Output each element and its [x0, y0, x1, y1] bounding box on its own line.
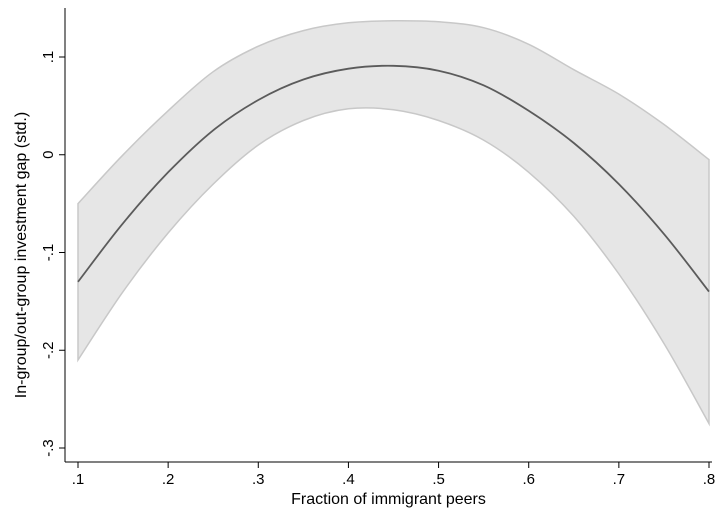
x-tick-label: .1 — [72, 471, 85, 488]
x-tick-label: .5 — [432, 471, 445, 488]
y-axis-title: In-group/out-group investment gap (std.) — [13, 112, 30, 398]
y-tick-label: -.3 — [40, 439, 57, 457]
y-tick-label: -.1 — [40, 244, 57, 262]
y-tick-label: -.2 — [40, 341, 57, 359]
x-axis-title: Fraction of immigrant peers — [291, 491, 486, 508]
y-tick-label: .1 — [40, 51, 57, 64]
x-tick-label: .8 — [703, 471, 716, 488]
x-tick-label: .2 — [162, 471, 175, 488]
x-tick-label: .3 — [252, 471, 265, 488]
plot-area — [77, 20, 710, 427]
estimate-line — [77, 64, 710, 293]
confidence-band — [77, 20, 710, 427]
x-tick-label: .7 — [613, 471, 626, 488]
y-axis-ticks: -.3 -.2 -.1 0 .1 — [40, 51, 65, 457]
y-tick-label: 0 — [40, 151, 57, 159]
x-tick-label: .6 — [522, 471, 535, 488]
x-axis-ticks: .1 .2 .3 .4 .5 .6 .7 .8 — [72, 462, 716, 488]
x-tick-label: .4 — [342, 471, 355, 488]
